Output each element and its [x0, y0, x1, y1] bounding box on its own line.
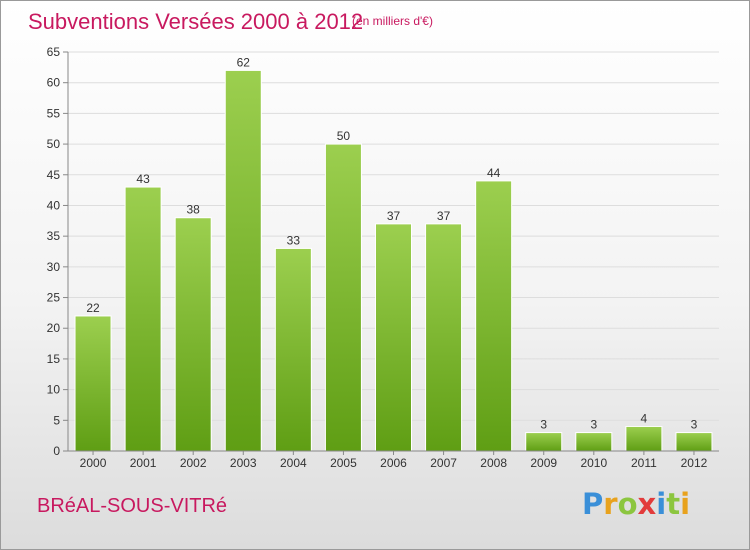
x-tick-label-2009: 2009 — [530, 456, 557, 470]
logo-letter: i — [656, 487, 667, 521]
bar-2004 — [274, 247, 312, 452]
y-tick-label: 25 — [47, 291, 61, 305]
data-label-2004: 33 — [287, 233, 301, 247]
x-tick-label-2003: 2003 — [230, 456, 257, 470]
y-tick-label: 15 — [47, 352, 61, 366]
labels: 0510152025303540455055606522200043200138… — [47, 45, 708, 470]
y-tick-label: 5 — [53, 413, 60, 427]
bar-2010 — [575, 432, 613, 452]
x-tick-label-2001: 2001 — [130, 456, 157, 470]
logo-letter: P — [582, 487, 604, 521]
chart-title: Subventions Versées 2000 à 2012 — [28, 9, 364, 34]
data-label-2000: 22 — [86, 301, 100, 315]
bar-2002 — [174, 217, 212, 452]
y-tick-label: 10 — [47, 383, 61, 397]
y-tick-label: 55 — [47, 106, 61, 120]
y-tick-label: 40 — [47, 198, 61, 212]
data-label-2010: 3 — [590, 418, 597, 432]
bar-2009 — [525, 432, 563, 452]
bar-2008 — [475, 180, 513, 452]
bars — [74, 69, 713, 452]
data-label-2009: 3 — [540, 418, 547, 432]
logo-letter: i — [680, 487, 691, 521]
x-tick-label-2010: 2010 — [580, 456, 607, 470]
bar-2003 — [224, 69, 262, 452]
x-tick-label-2005: 2005 — [330, 456, 357, 470]
x-tick-label-2004: 2004 — [280, 456, 307, 470]
x-tick-label-2006: 2006 — [380, 456, 407, 470]
bar-2011 — [625, 425, 663, 452]
x-tick-label-2008: 2008 — [480, 456, 507, 470]
logo-letter: t — [666, 487, 681, 521]
axes — [63, 51, 719, 455]
data-label-2005: 50 — [337, 129, 351, 143]
logo-letter: o — [617, 487, 638, 521]
chart-subtitle: (en milliers d'€) — [352, 14, 433, 28]
x-tick-label-2007: 2007 — [430, 456, 457, 470]
y-tick-label: 45 — [47, 168, 61, 182]
data-label-2003: 62 — [237, 55, 251, 69]
data-label-2001: 43 — [136, 172, 150, 186]
bar-2001 — [124, 186, 162, 452]
y-tick-label: 50 — [47, 137, 61, 151]
x-tick-label-2002: 2002 — [180, 456, 207, 470]
x-tick-label-2012: 2012 — [681, 456, 708, 470]
y-tick-label: 0 — [53, 444, 60, 458]
y-tick-label: 65 — [47, 45, 61, 59]
bar-2012 — [675, 432, 713, 452]
data-label-2002: 38 — [187, 203, 201, 217]
y-tick-label: 60 — [47, 76, 61, 90]
bar-2007 — [425, 223, 463, 452]
data-label-2006: 37 — [387, 209, 401, 223]
y-tick-label: 30 — [47, 260, 61, 274]
proxiti-logo: Proxiti — [582, 487, 690, 521]
data-label-2008: 44 — [487, 166, 501, 180]
data-label-2012: 3 — [691, 418, 698, 432]
y-tick-label: 20 — [47, 321, 61, 335]
x-tick-label-2000: 2000 — [80, 456, 107, 470]
x-tick-label-2011: 2011 — [631, 456, 657, 470]
bar-2006 — [375, 223, 412, 452]
data-label-2007: 37 — [437, 209, 451, 223]
logo-letter: r — [603, 487, 618, 521]
bar-2005 — [324, 143, 362, 452]
town-name: BRéAL-SOUS-VITRé — [37, 495, 228, 517]
data-label-2011: 4 — [641, 411, 648, 425]
y-tick-label: 35 — [47, 229, 61, 243]
bar-2000 — [74, 315, 112, 452]
logo-letter: x — [637, 487, 657, 521]
